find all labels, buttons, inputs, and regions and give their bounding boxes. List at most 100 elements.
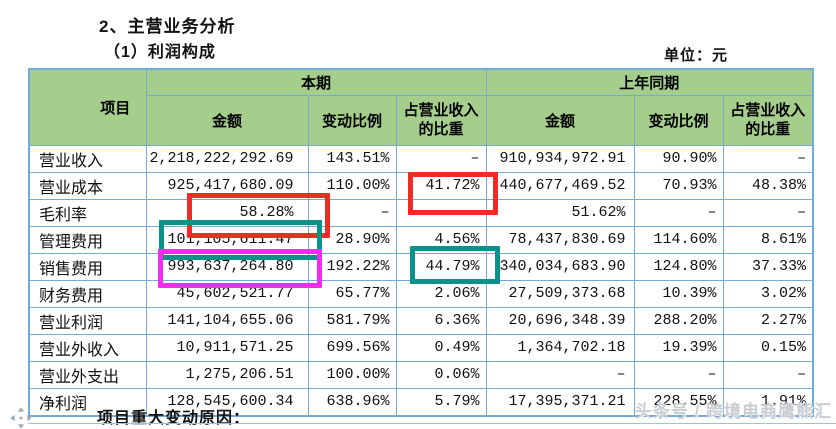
cell-current-amount: 58.28% bbox=[145, 198, 309, 227]
cell-current-amount: 101,105,611.47 bbox=[145, 225, 309, 254]
cell-current-amount: 45,602,521.77 bbox=[145, 279, 309, 308]
header-current-change-ratio: 变动比例 bbox=[307, 94, 397, 146]
cell-current-amount: 925,417,680.09 bbox=[145, 171, 309, 200]
watermark: 头条号 / 跨境电商鹰熊汇 bbox=[634, 402, 832, 421]
cell-current-revenue-share: 0.06% bbox=[395, 360, 487, 389]
cell-current-amount: 993,637,264.80 bbox=[145, 252, 309, 281]
cell-prior-revenue-share: 8.61% bbox=[722, 225, 814, 254]
table-row: 营业利润 141,104,655.06 581.79% 6.36% 20,696… bbox=[28, 306, 814, 335]
table-row: 销售费用 993,637,264.80 192.22% 44.79% 340,0… bbox=[28, 252, 814, 281]
cell-item: 营业外支出 bbox=[28, 360, 147, 389]
cell-current-revenue-share: 4.56% bbox=[395, 225, 487, 254]
table-row: 营业外收入 10,911,571.25 699.56% 0.49% 1,364,… bbox=[28, 333, 814, 362]
table-row: 净利润 128,545,600.34 638.96% 5.79% 17,395,… bbox=[28, 387, 814, 416]
cell-current-change-ratio: 699.56% bbox=[307, 333, 397, 362]
cell-current-change-ratio: 581.79% bbox=[307, 306, 397, 335]
cell-prior-amount: 51.62% bbox=[485, 198, 635, 227]
cell-item: 销售费用 bbox=[28, 252, 147, 281]
cell-prior-change-ratio: 288.20% bbox=[633, 306, 724, 335]
table-row: 营业收入 2,218,222,292.69 143.51% – 910,934,… bbox=[28, 144, 814, 173]
cell-current-revenue-share: 2.06% bbox=[395, 279, 487, 308]
move-icon[interactable] bbox=[10, 407, 32, 429]
table-row: 财务费用 45,602,521.77 65.77% 2.06% 27,509,3… bbox=[28, 279, 814, 308]
cell-prior-amount: 910,934,972.91 bbox=[485, 144, 635, 173]
cell-prior-revenue-share: 37.33% bbox=[722, 252, 814, 281]
cell-current-change-ratio: 65.77% bbox=[307, 279, 397, 308]
cell-current-revenue-share: 41.72% bbox=[395, 171, 487, 200]
revenue-share-line2: 的比重 bbox=[418, 121, 464, 138]
table-body: 营业收入 2,218,222,292.69 143.51% – 910,934,… bbox=[28, 144, 814, 416]
cell-current-change-ratio: – bbox=[307, 198, 397, 227]
cell-item: 营业外收入 bbox=[28, 333, 147, 362]
table-header: 项目 本期 上年同期 金额 变动比例 占营业收入 的比重 金额 变动比例 占营业… bbox=[28, 68, 814, 146]
header-prior-change-ratio: 变动比例 bbox=[633, 94, 724, 146]
cell-prior-revenue-share: 48.38% bbox=[722, 171, 814, 200]
cell-item: 管理费用 bbox=[28, 225, 147, 254]
cell-item: 财务费用 bbox=[28, 279, 147, 308]
cell-current-change-ratio: 192.22% bbox=[307, 252, 397, 281]
cell-item: 毛利率 bbox=[28, 198, 147, 227]
cell-item: 净利润 bbox=[28, 387, 147, 416]
section-title: （1）利润构成 bbox=[104, 44, 216, 61]
table-row: 营业成本 925,417,680.09 110.00% 41.72% 440,6… bbox=[28, 171, 814, 200]
cell-prior-revenue-share: 2.27% bbox=[722, 306, 814, 335]
cell-current-change-ratio: 28.90% bbox=[307, 225, 397, 254]
cell-prior-amount: 340,034,683.90 bbox=[485, 252, 635, 281]
cell-current-revenue-share: – bbox=[395, 198, 487, 227]
table-row: 管理费用 101,105,611.47 28.90% 4.56% 78,437,… bbox=[28, 225, 814, 254]
cell-prior-amount: 17,395,371.21 bbox=[485, 387, 635, 416]
table-row: 毛利率 58.28% – – 51.62% – – bbox=[28, 198, 814, 227]
header-current-period: 本期 bbox=[145, 68, 487, 96]
cell-prior-amount: 440,677,469.52 bbox=[485, 171, 635, 200]
cell-item: 营业利润 bbox=[28, 306, 147, 335]
cell-current-revenue-share: 6.36% bbox=[395, 306, 487, 335]
cell-prior-revenue-share: 3.02% bbox=[722, 279, 814, 308]
cell-prior-change-ratio: 90.90% bbox=[633, 144, 724, 173]
cell-current-amount: 10,911,571.25 bbox=[145, 333, 309, 362]
cell-prior-amount: 1,364,702.18 bbox=[485, 333, 635, 362]
cell-prior-change-ratio: 124.80% bbox=[633, 252, 724, 281]
cell-prior-amount: 78,437,830.69 bbox=[485, 225, 635, 254]
unit-label: 单位：元 bbox=[664, 47, 729, 64]
cell-current-revenue-share: 5.79% bbox=[395, 387, 487, 416]
cell-prior-revenue-share: – bbox=[722, 144, 814, 173]
cell-prior-revenue-share: – bbox=[722, 360, 814, 389]
header-current-amount: 金额 bbox=[145, 94, 309, 146]
cell-current-amount: 141,104,655.06 bbox=[145, 306, 309, 335]
cell-current-change-ratio: 143.51% bbox=[307, 144, 397, 173]
cell-prior-amount: 27,509,373.68 bbox=[485, 279, 635, 308]
cell-prior-revenue-share: 1.91% bbox=[722, 387, 814, 416]
cell-item: 营业成本 bbox=[28, 171, 147, 200]
cell-current-revenue-share: 44.79% bbox=[395, 252, 487, 281]
divider-line bbox=[28, 423, 836, 424]
cell-current-revenue-share: – bbox=[395, 144, 487, 173]
cell-prior-change-ratio: – bbox=[633, 360, 724, 389]
footer-label: 项目重大变动原因： bbox=[97, 410, 251, 427]
table-row: 营业外支出 1,275,206.51 100.00% 0.06% – – – bbox=[28, 360, 814, 389]
cell-current-change-ratio: 110.00% bbox=[307, 171, 397, 200]
cell-current-change-ratio: 100.00% bbox=[307, 360, 397, 389]
header-prior-revenue-share: 占营业收入 的比重 bbox=[722, 94, 814, 146]
cell-prior-revenue-share: 0.15% bbox=[722, 333, 814, 362]
revenue-share-line1: 占营业收入 bbox=[730, 102, 806, 119]
header-prior-period: 上年同期 bbox=[485, 68, 814, 96]
header-current-revenue-share: 占营业收入 的比重 bbox=[395, 94, 487, 146]
cell-current-amount: 2,218,222,292.69 bbox=[145, 144, 309, 173]
revenue-share-line1: 占营业收入 bbox=[403, 102, 479, 119]
cell-current-change-ratio: 638.96% bbox=[307, 387, 397, 416]
cell-prior-change-ratio: 10.39% bbox=[633, 279, 724, 308]
cell-prior-change-ratio: 114.60% bbox=[633, 225, 724, 254]
header-prior-amount: 金额 bbox=[485, 94, 635, 146]
cell-prior-change-ratio: 19.39% bbox=[633, 333, 724, 362]
cell-item: 营业收入 bbox=[28, 144, 147, 173]
cell-prior-change-ratio: 70.93% bbox=[633, 171, 724, 200]
cell-current-amount: 1,275,206.51 bbox=[145, 360, 309, 389]
cell-current-revenue-share: 0.49% bbox=[395, 333, 487, 362]
cell-prior-revenue-share: – bbox=[722, 198, 814, 227]
page-title: 2、主营业务分析 bbox=[99, 17, 236, 36]
profit-composition-table: 项目 本期 上年同期 金额 变动比例 占营业收入 的比重 金额 变动比例 占营业… bbox=[28, 68, 815, 417]
cell-prior-amount: 20,696,348.39 bbox=[485, 306, 635, 335]
cell-prior-change-ratio: 228.55% bbox=[633, 387, 724, 416]
cell-prior-amount: – bbox=[485, 360, 635, 389]
